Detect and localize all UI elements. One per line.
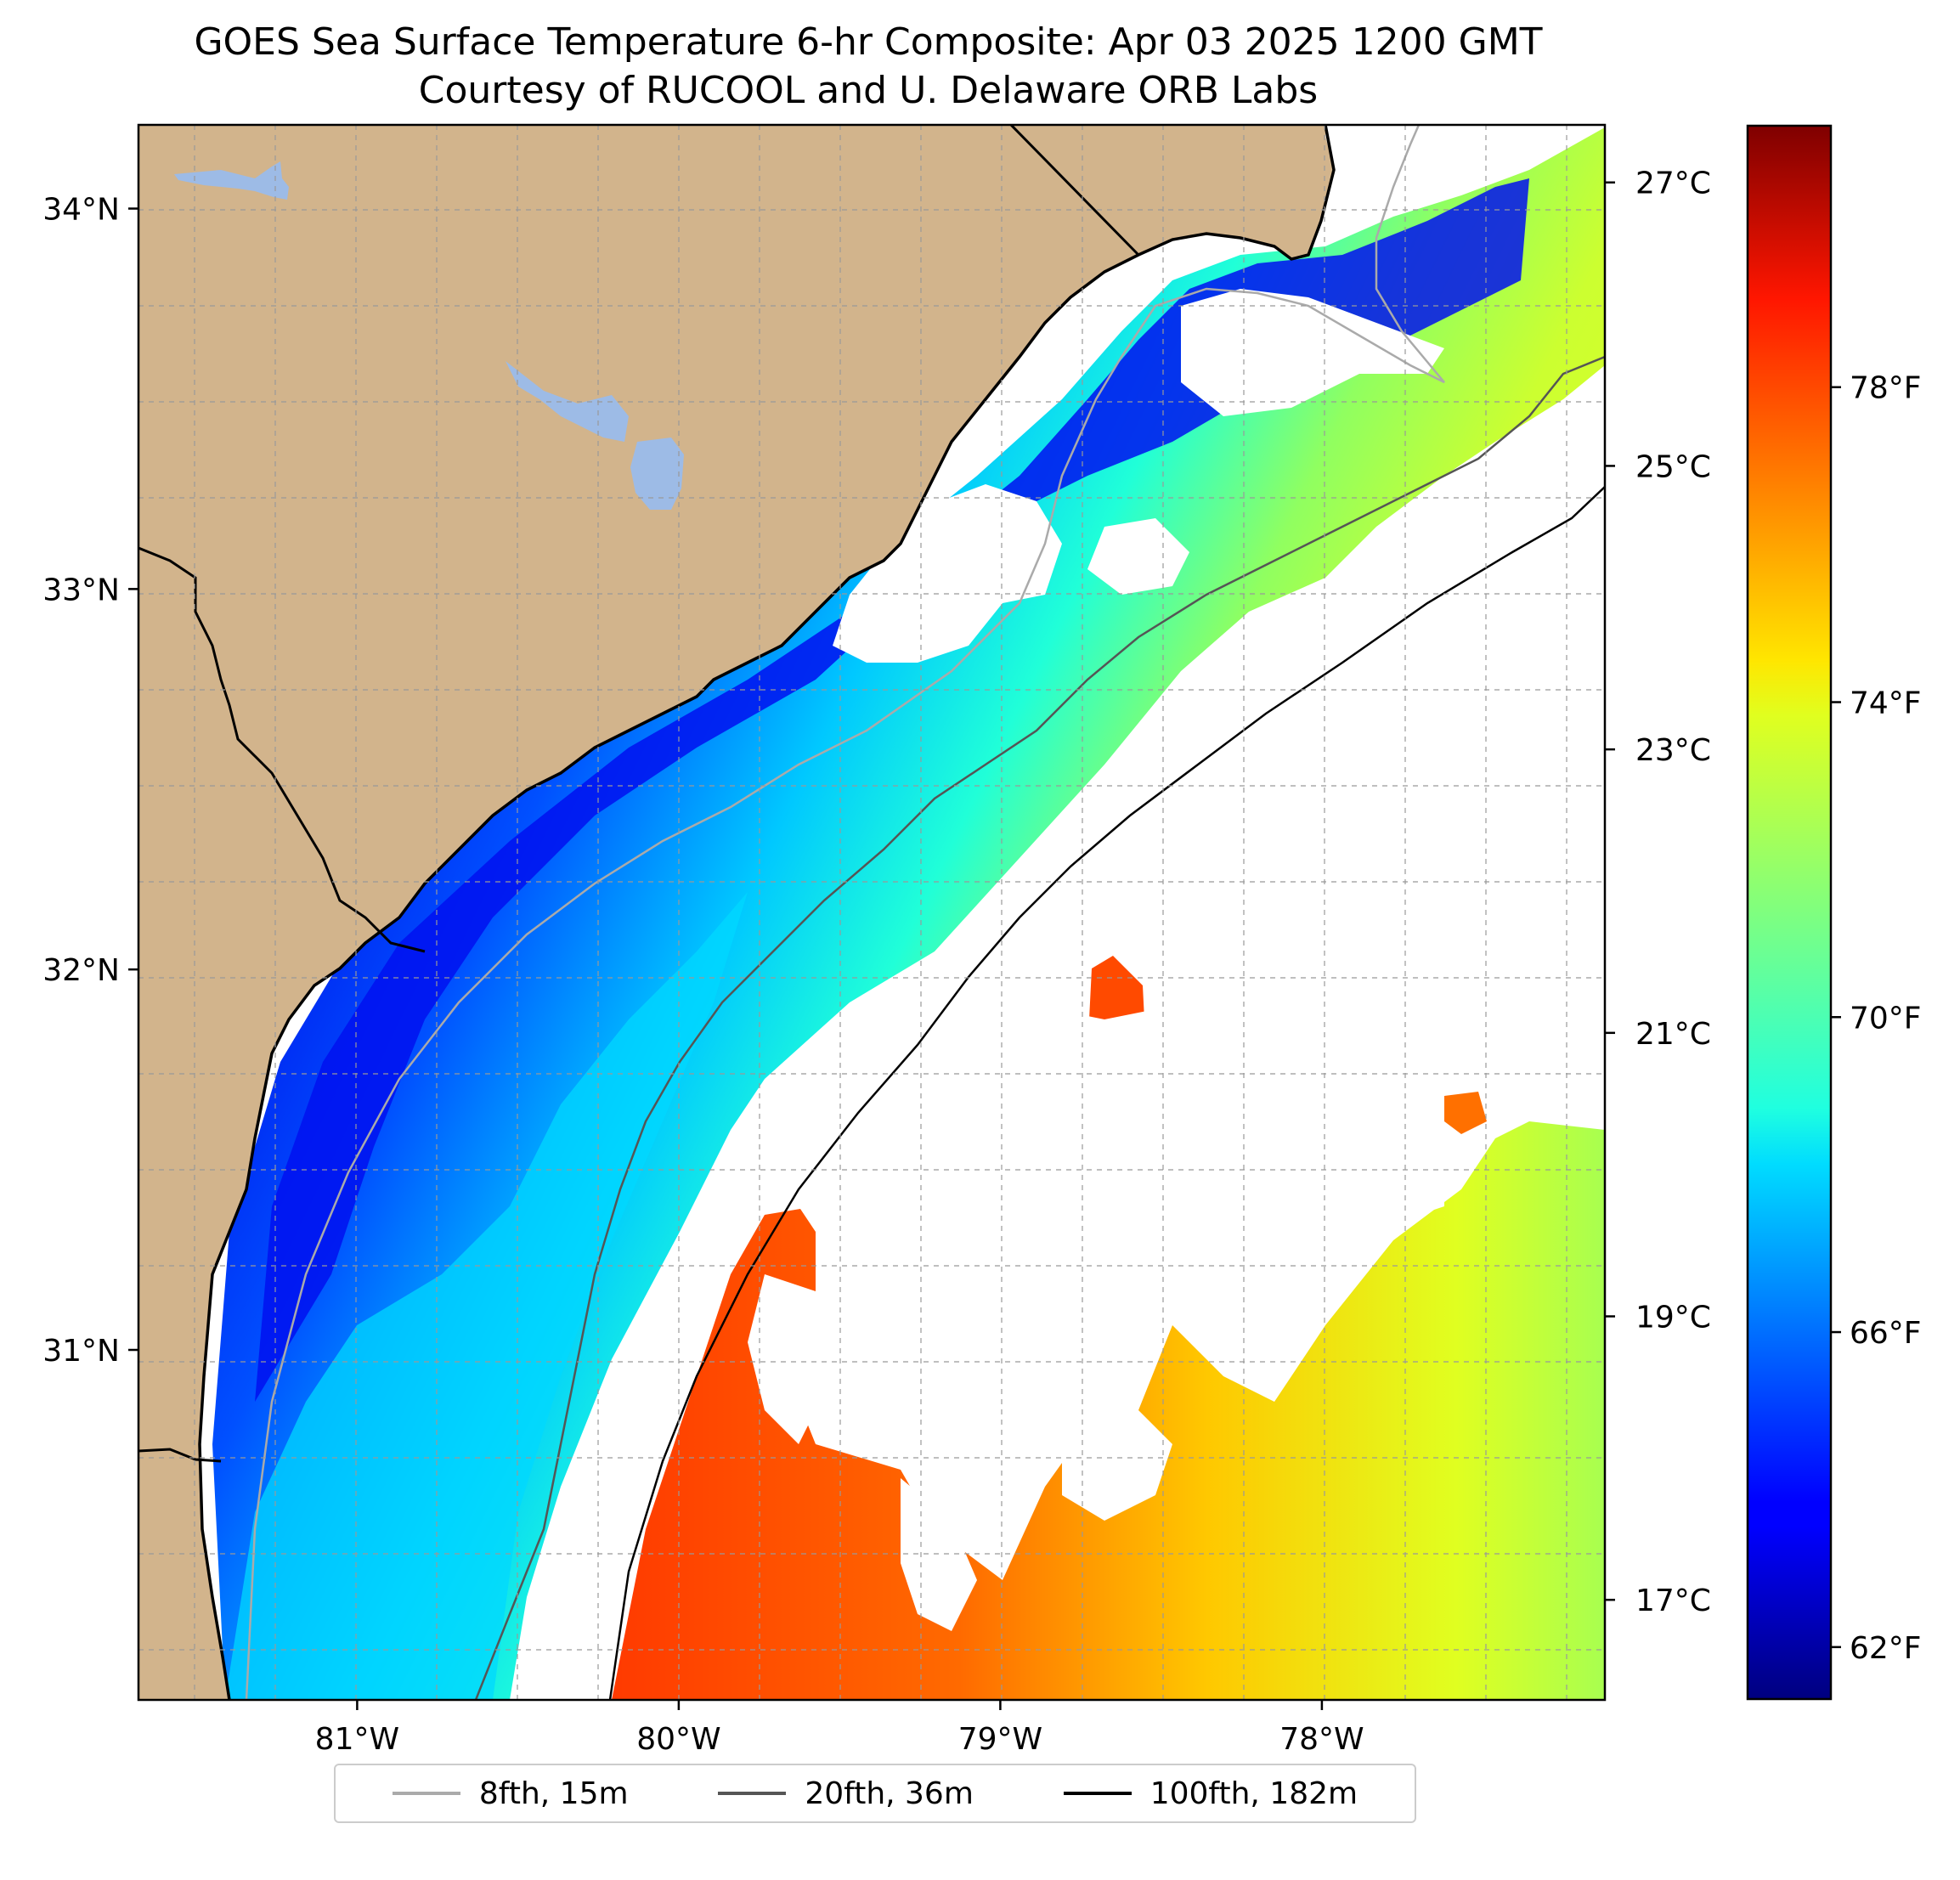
land-mass bbox=[138, 125, 1334, 1700]
fahrenheit-tick-label: 74°F bbox=[1850, 686, 1922, 721]
isobath-8fth bbox=[245, 125, 1445, 1700]
longitude-ticks: 81°W 80°W 79°W 78°W bbox=[315, 1700, 1364, 1757]
sst-warm-south bbox=[612, 1121, 1605, 1700]
lon-tick-label: 81°W bbox=[315, 1722, 399, 1757]
celsius-tick-label: 19°C bbox=[1635, 1301, 1711, 1335]
colorbar-fahrenheit-ticks: 62°F 66°F 70°F 74°F 78°F bbox=[1831, 371, 1922, 1666]
fahrenheit-tick-label: 62°F bbox=[1850, 1631, 1922, 1666]
cloud-gaps bbox=[748, 289, 1605, 1631]
legend-label: 8fth, 15m bbox=[478, 1776, 629, 1811]
legend-line-100fth-swatch bbox=[1063, 1792, 1132, 1795]
celsius-tick-label: 25°C bbox=[1635, 449, 1711, 484]
gridlines bbox=[138, 125, 1605, 1700]
legend-line-20fth-swatch bbox=[718, 1792, 787, 1795]
state-borders bbox=[138, 125, 1140, 1463]
legend-item-8fth: 8fth, 15m bbox=[392, 1776, 629, 1811]
colorbar: 17°C 19°C 21°C 23°C 25°C 27°C 62°F 66°F 70°F 74°… bbox=[1605, 124, 1922, 1701]
legend-item-100fth: 100fth, 182m bbox=[1063, 1776, 1358, 1811]
isobath-20fth bbox=[474, 355, 1605, 1700]
fahrenheit-tick-label: 78°F bbox=[1850, 371, 1922, 406]
lat-tick-label: 31°N bbox=[42, 1334, 120, 1369]
coastline bbox=[198, 125, 1336, 1700]
sst-cold-core bbox=[255, 178, 1529, 1402]
map-frame bbox=[137, 123, 1607, 1702]
celsius-tick-label: 17°C bbox=[1635, 1584, 1711, 1618]
title-line-2: Courtesy of RUCOOL and U. Delaware ORB L… bbox=[419, 69, 1318, 112]
lat-tick-label: 34°N bbox=[42, 193, 120, 228]
colorbar-celsius-ticks: 17°C 19°C 21°C 23°C 25°C 27°C bbox=[1605, 167, 1711, 1618]
sst-field bbox=[212, 127, 1605, 1700]
lon-tick-label: 78°W bbox=[1279, 1722, 1364, 1757]
celsius-tick-label: 27°C bbox=[1635, 167, 1711, 201]
legend-item-20fth: 20fth, 36m bbox=[718, 1776, 974, 1811]
title-line-1: GOES Sea Surface Temperature 6-hr Compos… bbox=[194, 20, 1542, 64]
latitude-ticks: 34°N 33°N 32°N 31°N bbox=[42, 193, 138, 1369]
fahrenheit-tick-label: 66°F bbox=[1850, 1316, 1922, 1351]
lon-tick-label: 80°W bbox=[636, 1722, 720, 1757]
celsius-tick-label: 23°C bbox=[1635, 733, 1711, 768]
legend-label: 20fth, 36m bbox=[805, 1776, 974, 1811]
isobath-legend: 8fth, 15m 20fth, 36m 100fth, 182m bbox=[334, 1764, 1416, 1823]
legend-line-8fth-swatch bbox=[392, 1792, 460, 1795]
lat-tick-label: 32°N bbox=[42, 953, 120, 988]
isobath-100fth bbox=[608, 486, 1605, 1700]
fahrenheit-tick-label: 70°F bbox=[1850, 1001, 1922, 1036]
sst-warm-patch-3 bbox=[1444, 1092, 1487, 1134]
legend-label: 100fth, 182m bbox=[1149, 1776, 1358, 1811]
lon-tick-label: 79°W bbox=[958, 1722, 1042, 1757]
celsius-tick-label: 21°C bbox=[1635, 1017, 1711, 1052]
lat-tick-label: 33°N bbox=[42, 573, 120, 607]
colorbar-gradient bbox=[1746, 124, 1833, 1701]
sst-cyan-south bbox=[225, 892, 748, 1700]
map-panel[interactable] bbox=[138, 125, 1605, 1700]
